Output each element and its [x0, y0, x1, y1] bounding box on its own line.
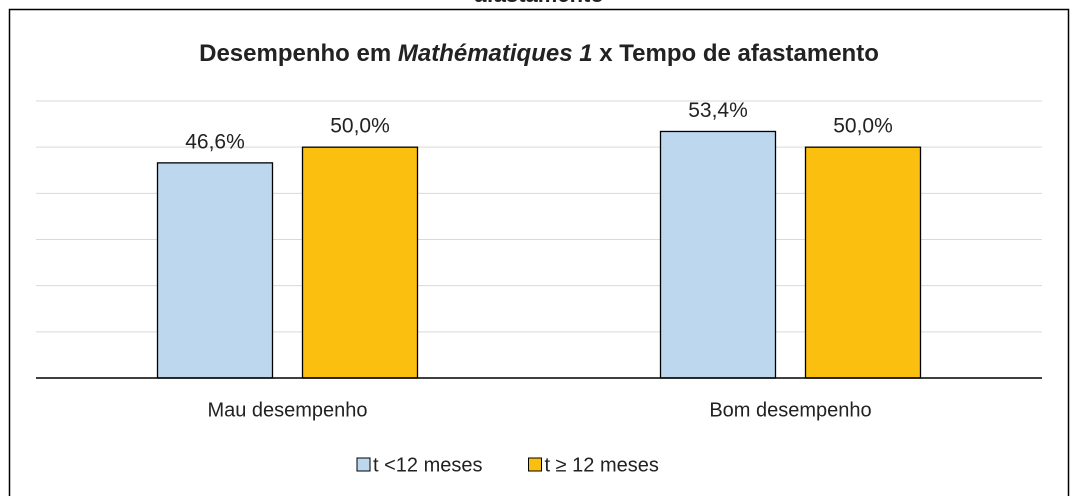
- legend-swatch: [528, 457, 543, 472]
- bar: [301, 146, 419, 379]
- bar: [804, 146, 922, 379]
- x-tick-label: Bom desempenho: [709, 399, 871, 421]
- title-part: Mathématiques 1: [398, 40, 593, 67]
- title-part: x Tempo de afastamento: [593, 40, 879, 67]
- bar: [156, 162, 274, 379]
- bar: [659, 130, 777, 379]
- value-label: 46,6%: [185, 130, 245, 153]
- value-label: 53,4%: [688, 99, 748, 122]
- chart-title: Desempenho em Mathématiques 1 x Tempo de…: [199, 40, 879, 67]
- legend-label: t <12 meses: [373, 454, 483, 476]
- legend-swatch: [356, 457, 371, 472]
- header-fragment: afastamento: [474, 0, 604, 7]
- value-label: 50,0%: [330, 115, 390, 138]
- chart-frame: [8, 8, 1070, 496]
- x-tick-label: Mau desempenho: [207, 399, 367, 421]
- title-part: Desempenho em: [199, 40, 398, 67]
- value-label: 50,0%: [833, 115, 893, 138]
- legend-label: t ≥ 12 meses: [545, 454, 659, 476]
